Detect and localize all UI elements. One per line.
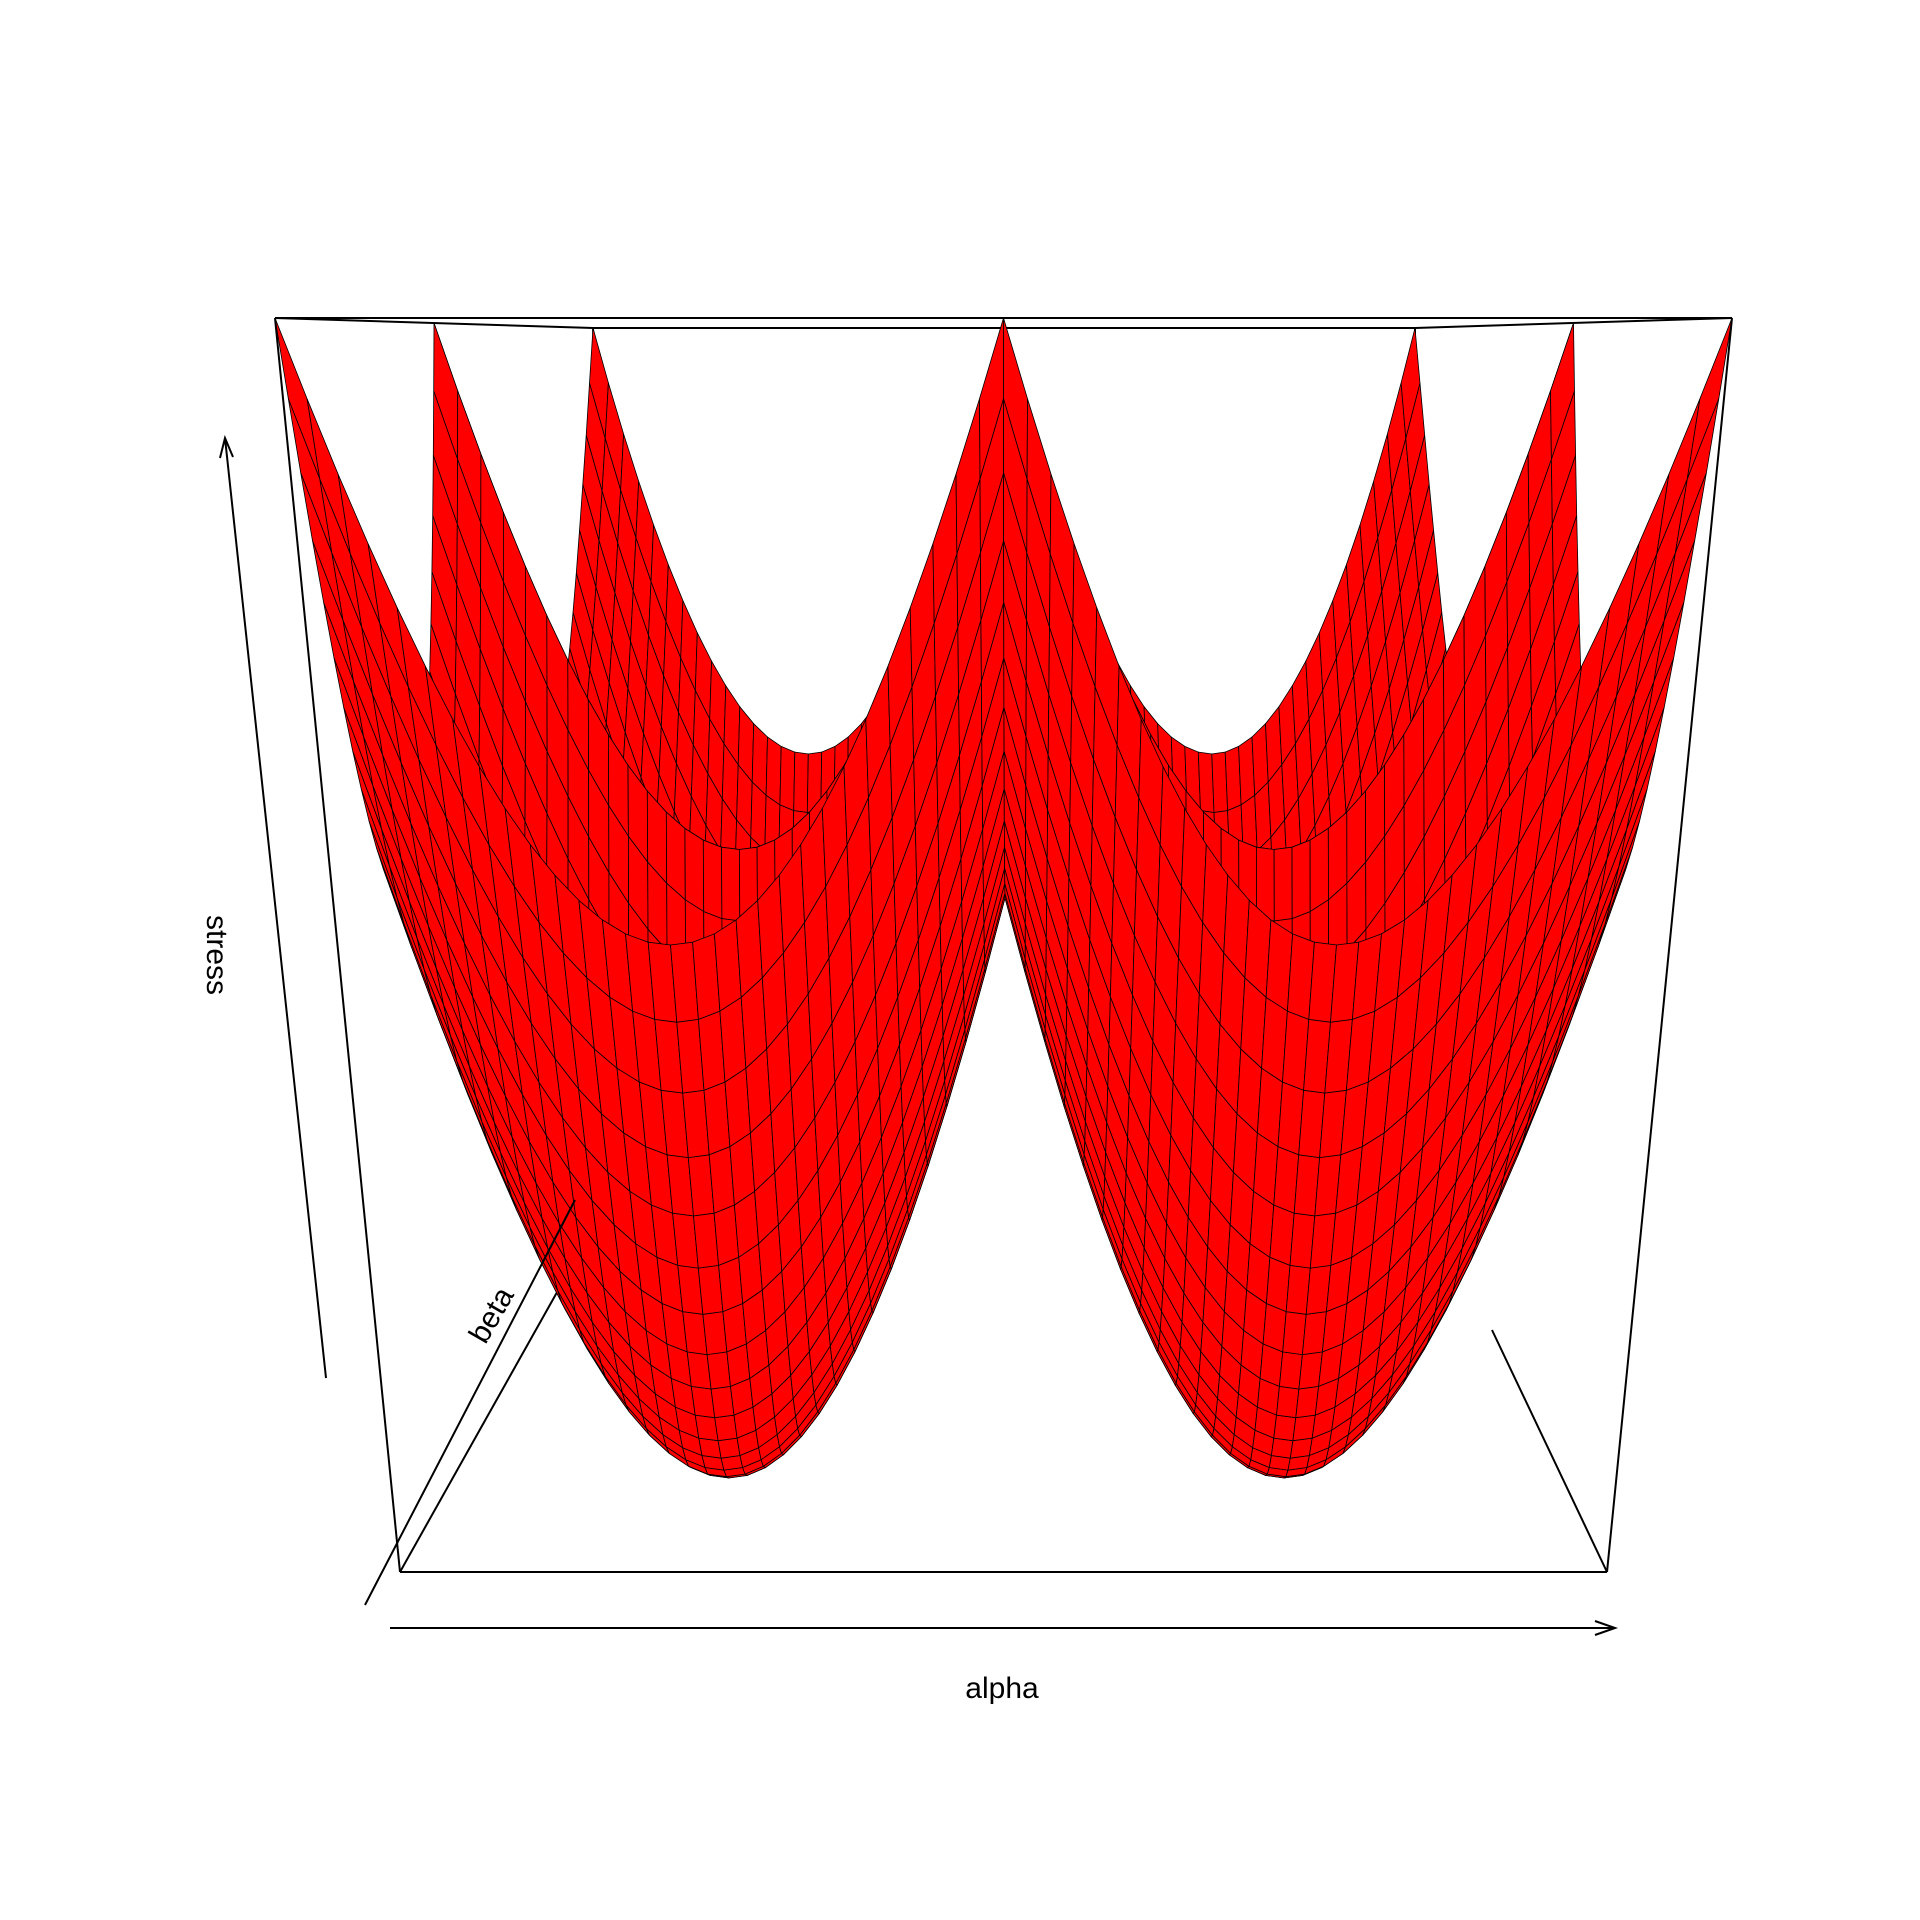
surface-facet [717,1437,741,1459]
surface-facet [793,751,809,813]
stress-axis-arrowhead [219,434,234,459]
surface-facet [1197,751,1215,813]
surface-facet [714,1414,738,1442]
stress-axis: stress [200,434,327,1379]
surface-facet [1262,1302,1287,1353]
box-edge [274,317,401,1573]
surface-facet [722,1302,747,1353]
surface-facet [721,846,741,922]
surface-facet [1289,1437,1313,1459]
alpha-axis-label: alpha [965,1672,1039,1705]
surface-facet [1309,827,1329,913]
surface-facet [684,827,705,913]
surface-facet [698,1437,722,1459]
box-edge [1491,1329,1608,1573]
surface-facet [1270,1437,1294,1459]
surface-facet [1265,1256,1291,1313]
surface-facet [1292,1414,1316,1442]
stress-surface [274,317,1733,1479]
beta-axis: beta [463,1281,521,1348]
alpha-axis: alpha [390,1620,1619,1705]
box-edge [1606,317,1733,1573]
box-edge [364,1199,576,1606]
surface-facet [706,1351,731,1390]
surface-facet [1276,1385,1300,1419]
stress-axis-arrow [224,437,327,1379]
surface-facet [702,839,723,920]
surface-facet [779,745,796,812]
bounding-box-front [274,317,1733,1606]
beta-axis-label: beta [463,1281,521,1348]
surface-facet [1273,846,1293,922]
surface-facet [765,736,782,806]
surface-facet [1291,839,1311,920]
surface-facet [1686,317,1733,480]
surface-facet [710,1385,735,1419]
surface-facet [1273,1414,1297,1442]
stress-axis-label: stress [200,915,233,995]
alpha-axis-arrowhead [1594,1620,1619,1636]
surface-facet [1278,1351,1303,1390]
